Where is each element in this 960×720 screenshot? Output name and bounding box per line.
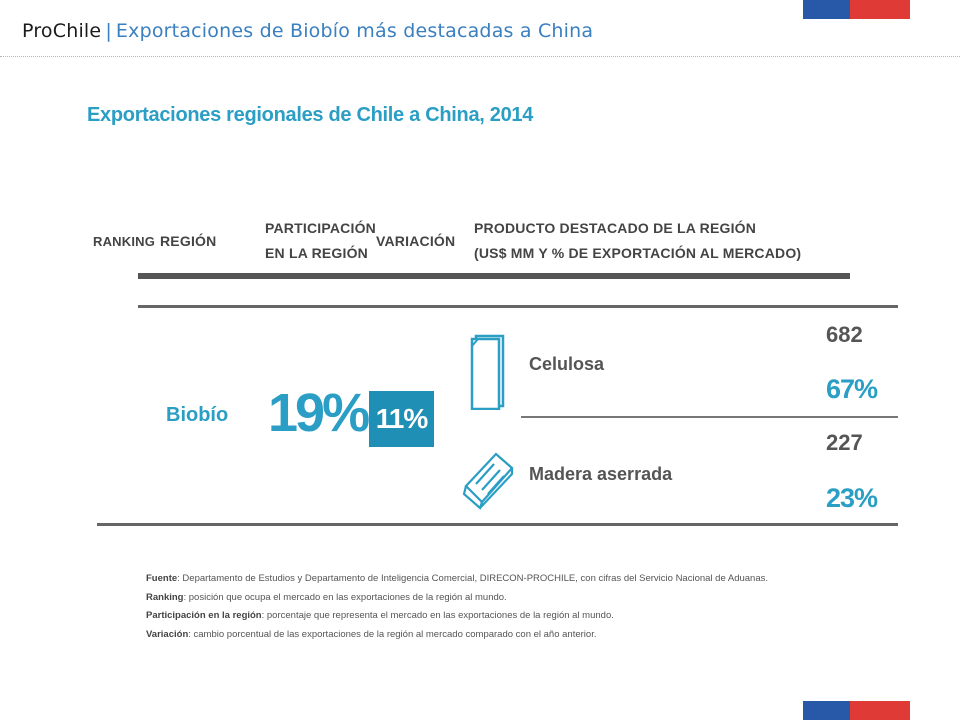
participation-header-line1: PARTICIPACIÓN <box>265 220 376 236</box>
flag-red-segment <box>850 701 910 720</box>
region-name: Biobío <box>166 404 229 426</box>
participation-header-line2: EN LA REGIÓN <box>265 245 368 261</box>
header-rule <box>138 273 850 279</box>
figure-title: Exportaciones regionales de Chile a Chin… <box>87 104 534 126</box>
footnote-label: Variación <box>146 628 189 640</box>
variation-badge: 11% <box>369 391 434 447</box>
product-header-line2: (US$ MM Y % DE EXPORTACIÓN AL MERCADO) <box>474 245 802 261</box>
column-header-participation: PARTICIPACIÓN EN LA REGIÓN <box>265 216 376 266</box>
footnotes: Fuente: Departamento de Estudios y Depar… <box>146 570 768 644</box>
column-header-ranking: RANKING <box>93 234 156 249</box>
column-header-product: PRODUCTO DESTACADO DE LA REGIÓN (US$ MM … <box>474 216 801 266</box>
variation-value: 11% <box>375 403 428 434</box>
product-value: 227 <box>826 430 863 455</box>
flag-blue-segment <box>803 701 850 720</box>
footnote-participation: Participación en la región: porcentaje q… <box>146 607 768 626</box>
column-header-region: REGIÓN <box>160 233 217 249</box>
product-share: 67% <box>826 374 878 404</box>
footnote-ranking: Ranking: posición que ocupa el mercado e… <box>146 589 768 608</box>
column-header-variation: VARIACIÓN <box>376 233 456 249</box>
footnote-source: Fuente: Departamento de Estudios y Depar… <box>146 570 768 589</box>
participation-value: 19% <box>268 383 370 443</box>
product-divider <box>521 416 898 418</box>
footnote-label: Fuente <box>146 573 178 584</box>
header-divider <box>0 56 960 57</box>
flag-red-segment <box>850 0 910 19</box>
flag-blue-segment <box>803 0 850 19</box>
brand-name: ProChile <box>22 20 102 42</box>
product-value: 682 <box>826 322 863 347</box>
pulp-sheets-icon <box>470 334 505 410</box>
footnote-label: Participación en la región <box>146 610 262 621</box>
page-header: ProChile | Exportaciones de Biobío más des… <box>22 20 593 42</box>
footnote-text: : posición que ocupa el mercado en las e… <box>183 591 507 603</box>
footnote-text: : cambio porcentual de las exportaciones… <box>188 628 597 640</box>
chile-flag-stripe-bottom <box>803 701 910 720</box>
product-name: Celulosa <box>529 354 605 374</box>
product-share: 23% <box>826 483 878 513</box>
footnote-text: : porcentaje que representa el mercado e… <box>261 610 614 621</box>
chile-flag-stripe-top <box>803 0 910 19</box>
table-top-rule <box>138 305 898 308</box>
product-header-line1: PRODUCTO DESTACADO DE LA REGIÓN <box>474 220 757 236</box>
footnote-variation: Variación: cambio porcentual de las expo… <box>146 626 768 645</box>
footnote-label: Ranking <box>146 591 184 603</box>
product-name: Madera aserrada <box>529 464 673 484</box>
footnote-text: : Departamento de Estudios y Departament… <box>177 573 769 584</box>
header-separator: | <box>105 20 112 42</box>
sawn-wood-icon <box>462 452 514 510</box>
page-subtitle: Exportaciones de Biobío más destacadas a… <box>115 20 594 42</box>
table-bottom-rule <box>97 523 898 526</box>
